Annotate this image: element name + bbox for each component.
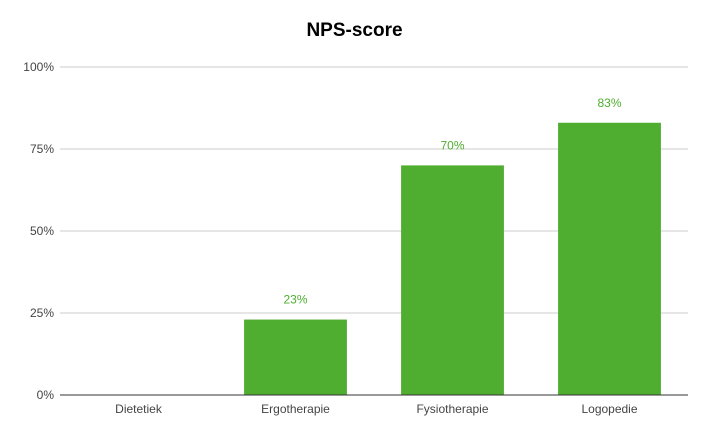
x-tick-label: Dietetiek <box>115 402 163 416</box>
bar <box>558 122 661 395</box>
x-tick-label: Logopedie <box>581 402 637 416</box>
y-tick-label: 0% <box>37 388 55 402</box>
y-tick-label: 25% <box>30 306 54 320</box>
y-tick-label: 75% <box>30 142 54 156</box>
chart-title: NPS-score <box>306 20 403 41</box>
bar <box>401 165 504 395</box>
y-tick-label: 100% <box>23 60 54 74</box>
x-tick-label: Ergotherapie <box>261 402 330 416</box>
x-tick-label: Fysiotherapie <box>416 402 488 416</box>
bar <box>244 319 347 395</box>
y-tick-label: 50% <box>30 224 54 238</box>
data-label: 23% <box>283 293 307 307</box>
data-label: 70% <box>440 138 464 152</box>
data-label: 83% <box>597 96 621 110</box>
